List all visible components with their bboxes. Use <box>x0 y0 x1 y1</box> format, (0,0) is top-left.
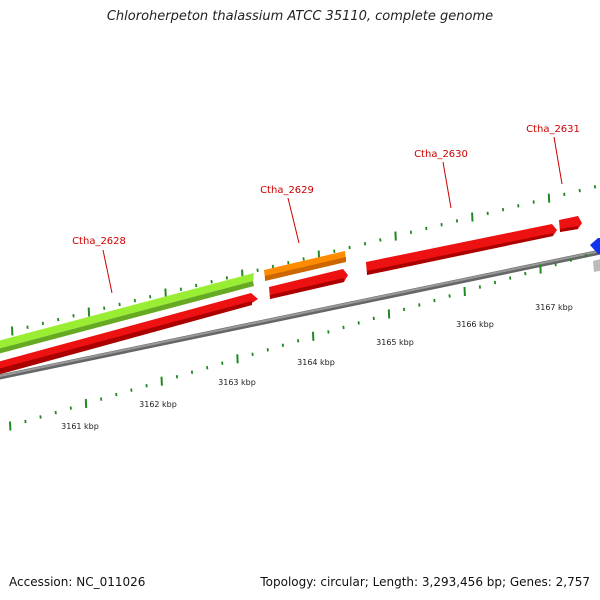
scale-label-3162: 3162 kbp <box>139 400 177 409</box>
lower-tick-row <box>9 253 587 431</box>
label-callouts <box>102 136 563 294</box>
gene-ctha-2630[interactable] <box>366 224 557 275</box>
scale-label-3166: 3166 kbp <box>456 320 494 329</box>
gene-label-ctha-2631[interactable]: Ctha_2631 <box>526 124 580 135</box>
gene-ctha-2628-forward[interactable] <box>0 273 254 356</box>
gene-ctha-2629[interactable] <box>264 251 346 281</box>
genome-backbone <box>0 249 600 380</box>
scale-label-3165: 3165 kbp <box>376 338 414 347</box>
accession-text: Accession: NC_011026 <box>9 575 146 589</box>
page-title: Chloroherpeton thalassium ATCC 35110, co… <box>106 9 494 24</box>
scale-label-3161: 3161 kbp <box>61 422 99 431</box>
gene-label-ctha-2629[interactable]: Ctha_2629 <box>260 185 314 196</box>
gene-reverse-2[interactable] <box>269 269 348 299</box>
gene-label-ctha-2628[interactable]: Ctha_2628 <box>72 236 126 247</box>
gene-blue-partial[interactable] <box>590 238 600 254</box>
scale-label-3163: 3163 kbp <box>218 378 256 387</box>
gene-reverse-1[interactable] <box>0 293 258 377</box>
scale-label-3164: 3164 kbp <box>297 358 335 367</box>
gene-ctha-2631[interactable] <box>559 216 582 232</box>
gene-label-ctha-2630[interactable]: Ctha_2630 <box>414 149 468 160</box>
scale-label-3167: 3167 kbp <box>535 303 573 312</box>
genome-summary-text: Topology: circular; Length: 3,293,456 bp… <box>260 575 590 589</box>
gene-gray-partial[interactable] <box>593 258 600 272</box>
